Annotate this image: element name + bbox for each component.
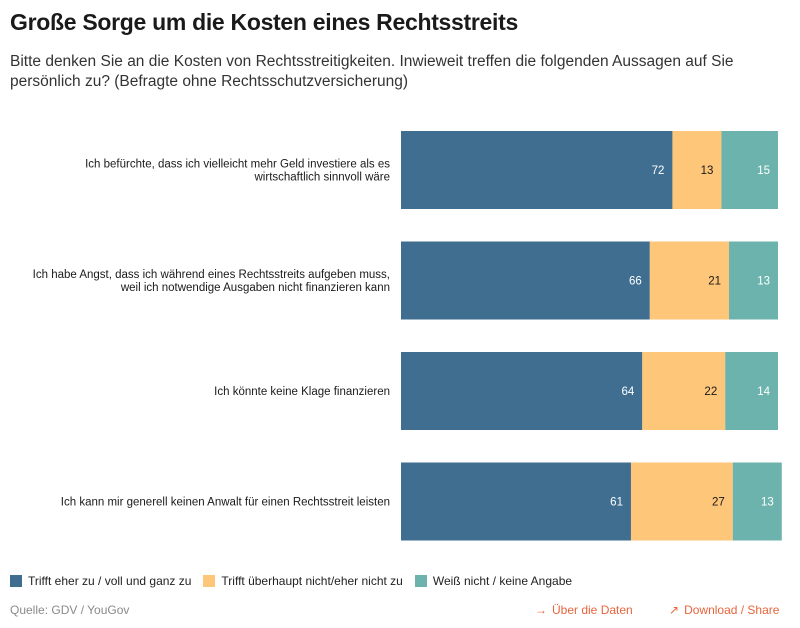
arrow-right-icon: → [535, 603, 547, 617]
category-label: Ich habe Angst, dass ich während eines R… [33, 269, 390, 294]
data-label: 13 [757, 276, 770, 288]
bar-segment [728, 241, 778, 320]
chart-title: Große Sorge um die Kosten eines Rechtsst… [10, 9, 518, 35]
bar-segment [401, 241, 650, 320]
category-label: Ich könnte keine Klage finanzieren [214, 386, 390, 398]
data-label: 21 [708, 276, 721, 288]
legend-item-agree: Trifft eher zu / voll und ganz zu [10, 574, 191, 588]
about-data-label: Über die Daten [552, 603, 633, 617]
bar-segment [649, 241, 729, 320]
bar-segment [401, 352, 643, 430]
legend-label-disagree: Trifft überhaupt nicht/eher nicht zu [221, 574, 403, 588]
data-label: 64 [621, 386, 634, 398]
bar-segment [732, 462, 782, 541]
data-label: 22 [704, 386, 717, 398]
data-label: 61 [610, 497, 623, 509]
download-share-label: Download / Share [684, 603, 780, 617]
bar-segment [725, 352, 778, 430]
bar-segment [672, 131, 722, 209]
bar-segment [401, 462, 631, 541]
legend-swatch-disagree [203, 575, 216, 587]
download-share-link[interactable]: ↗ Download / Share [669, 603, 779, 617]
data-label: 13 [761, 497, 774, 509]
legend-item-disagree: Trifft überhaupt nicht/eher nicht zu [203, 574, 403, 588]
bar-segment [721, 131, 778, 209]
legend-label-unknown: Weiß nicht / keine Angabe [432, 574, 573, 588]
data-label: 15 [757, 165, 770, 177]
source-note: Quelle: GDV / YouGov [10, 603, 130, 617]
legend-item-unknown: Weiß nicht / keine Angabe [414, 574, 573, 588]
category-label: Ich befürchte, dass ich vielleicht mehr … [85, 159, 390, 184]
legend: Trifft eher zu / voll und ganz zu Trifft… [10, 574, 584, 588]
data-label: 72 [652, 165, 665, 177]
legend-swatch-unknown [414, 575, 427, 587]
data-label: 14 [757, 386, 770, 398]
stacked-bar-chart: Ich befürchte, dass ich vielleicht mehr … [33, 131, 782, 541]
legend-swatch-agree [10, 575, 22, 587]
chart-subtitle: Bitte denken Sie an die Kosten von Recht… [10, 53, 734, 90]
bar-segment [630, 462, 733, 541]
data-label: 27 [712, 497, 725, 509]
data-label: 66 [629, 276, 642, 288]
data-label: 13 [701, 165, 714, 177]
bar-segment [401, 131, 673, 209]
arrow-up-right-icon: ↗ [669, 603, 680, 617]
legend-label-agree: Trifft eher zu / voll und ganz zu [28, 574, 192, 588]
bar-segment [642, 352, 726, 430]
category-label: Ich kann mir generell keinen Anwalt für … [61, 497, 390, 509]
about-data-link[interactable]: → Über die Daten [535, 603, 633, 617]
